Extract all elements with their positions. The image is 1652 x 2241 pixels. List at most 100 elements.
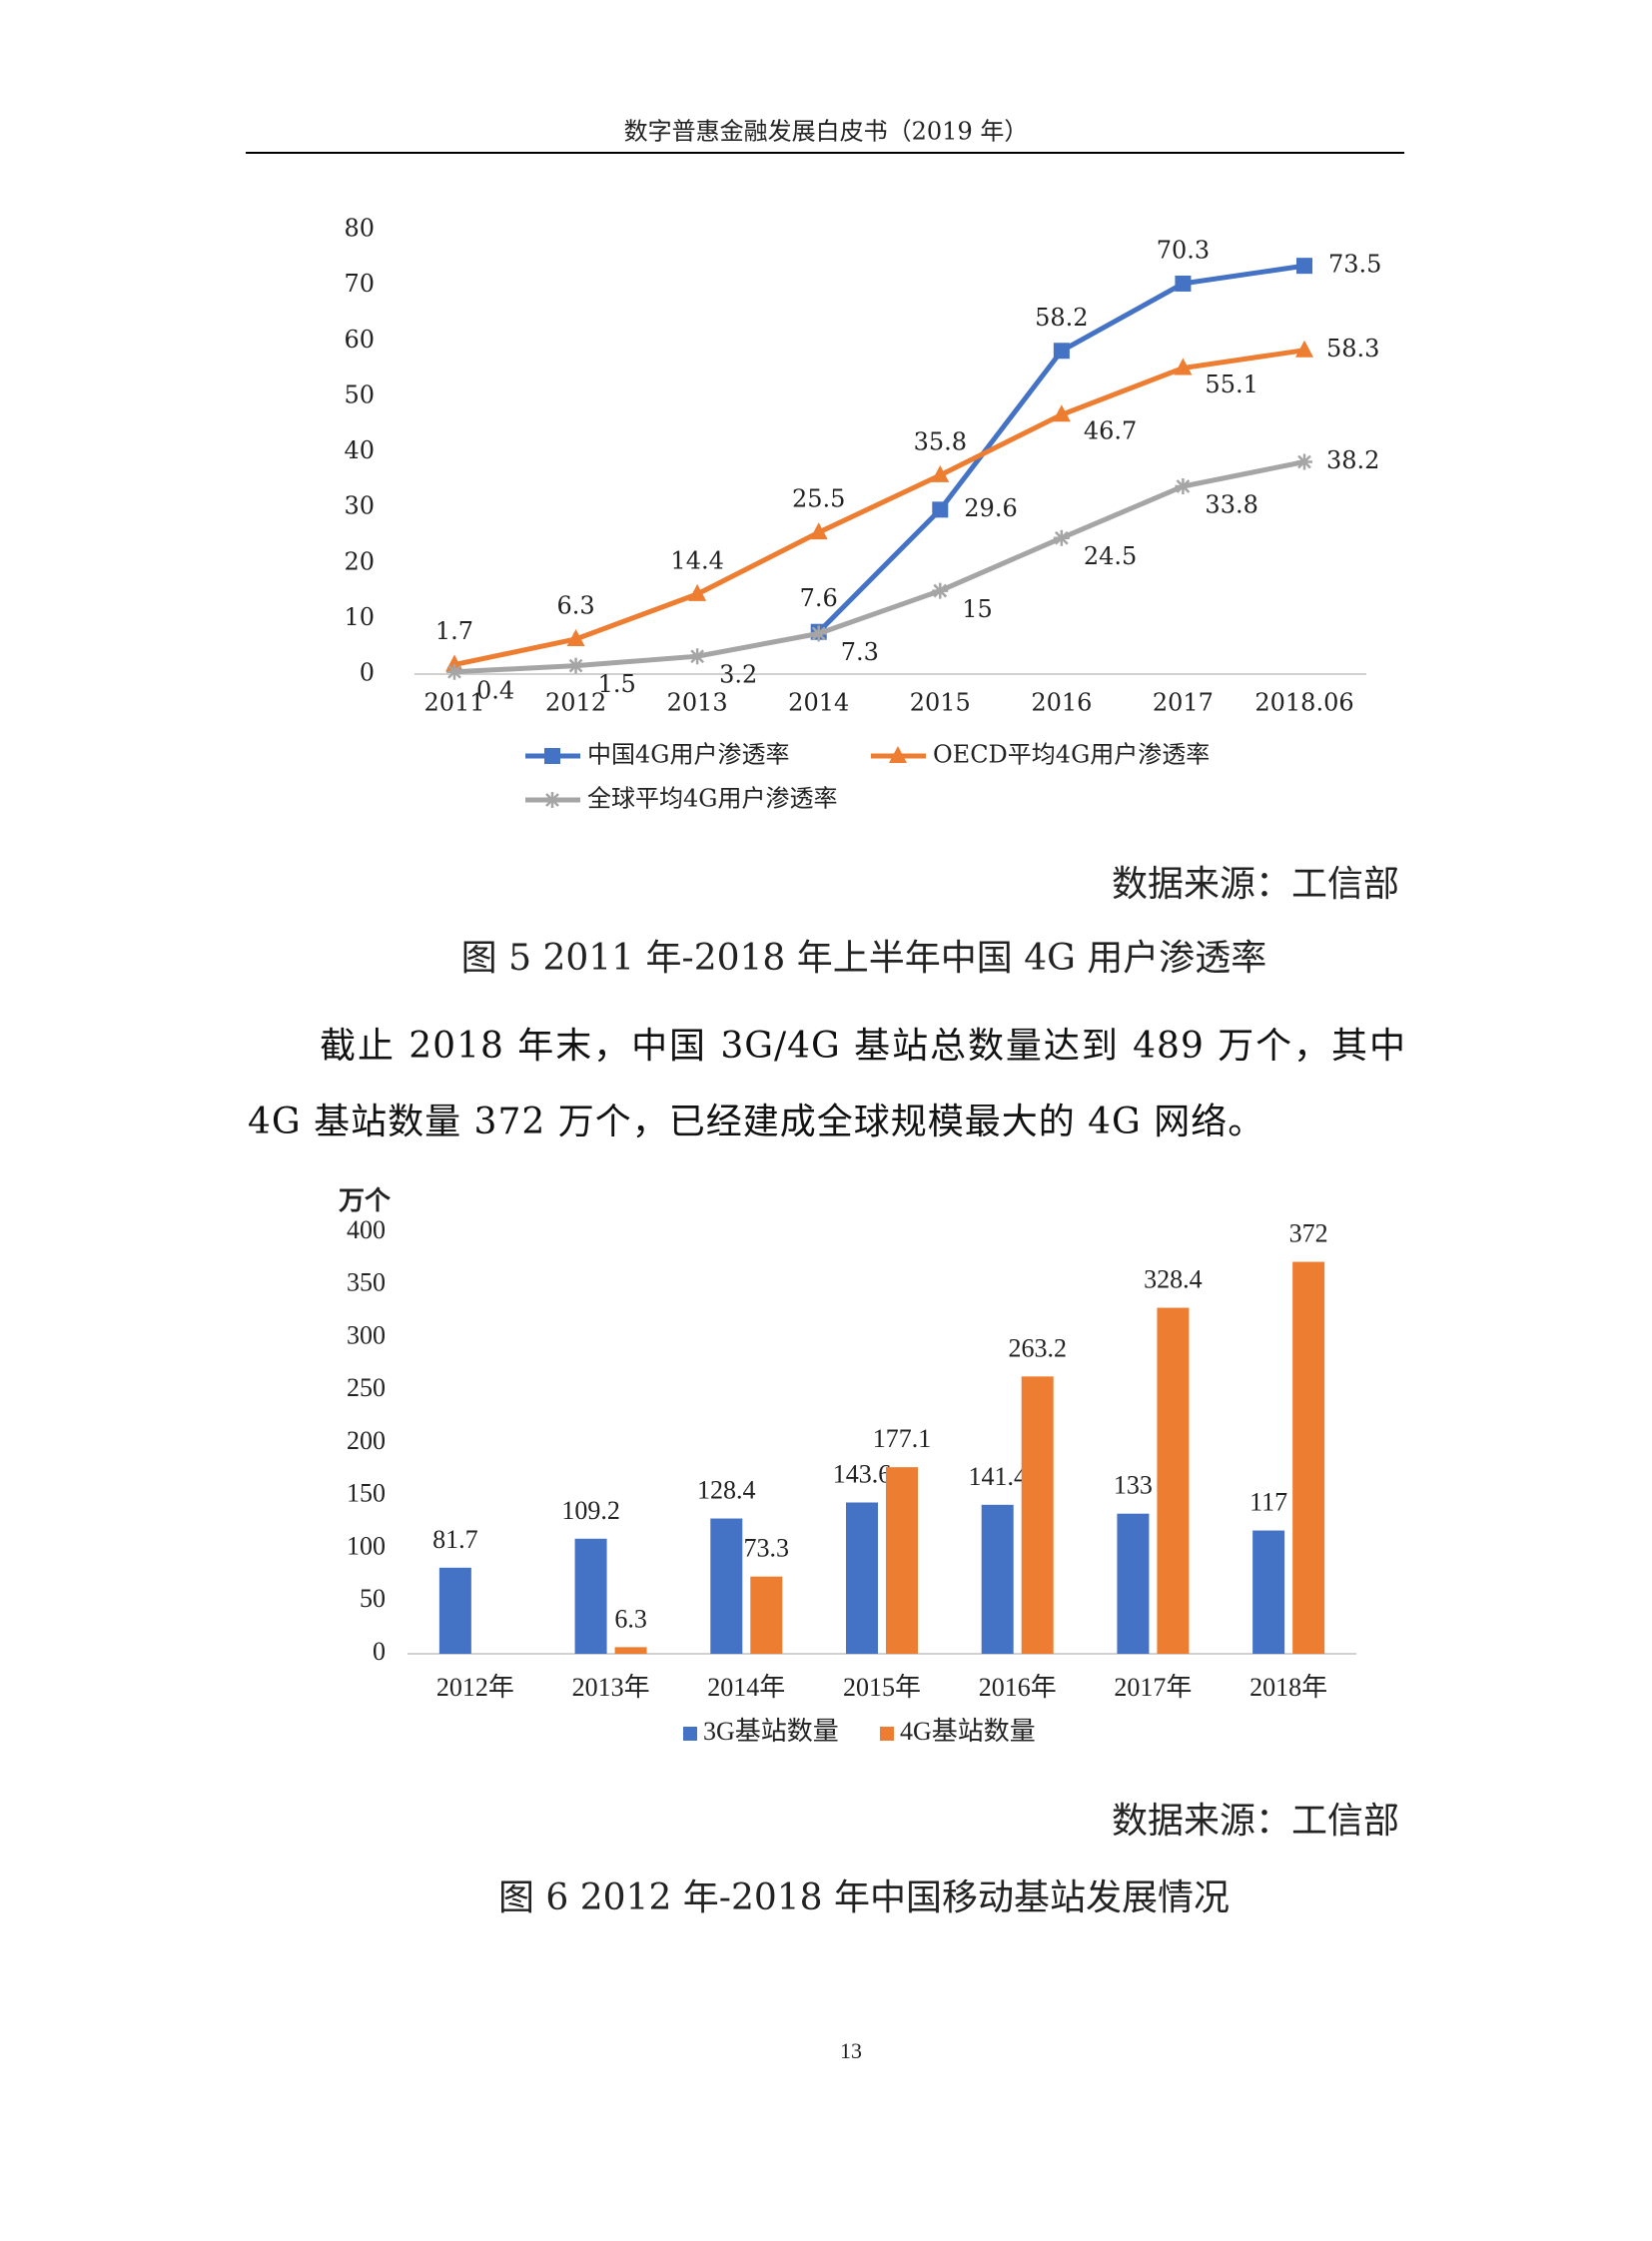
data-label: 1.5: [598, 670, 636, 698]
data-label: 73.5: [1328, 251, 1381, 279]
data-point: [544, 748, 560, 764]
data-label: 29.6: [964, 494, 1017, 522]
bar: [1252, 1530, 1285, 1654]
data-label: 6.3: [614, 1604, 647, 1633]
data-label: 55.1: [1205, 371, 1257, 398]
data-point: [567, 657, 584, 674]
legend-label: 中国4G用户渗透率: [587, 741, 789, 769]
x-tick-label: 2014: [788, 689, 849, 717]
data-label: 81.7: [432, 1525, 478, 1554]
data-point: [1052, 404, 1071, 422]
legend-label: 3G基站数量: [703, 1717, 839, 1746]
data-label: 6.3: [556, 591, 594, 619]
data-label: 24.5: [1084, 542, 1137, 570]
y-tick-label: 20: [344, 547, 375, 575]
x-tick-label: 2012年: [436, 1673, 514, 1702]
x-tick-label: 2015: [910, 689, 971, 717]
y-tick-label: 30: [344, 492, 375, 520]
x-tick-label: 2017: [1153, 689, 1214, 717]
bar-chart: 万个 0 50 100 150 200 250 300 350 400 2012年 2013年 2014…: [339, 1186, 1356, 1746]
y-tick-label: 0: [373, 1637, 386, 1666]
y-tick-label: 250: [347, 1373, 386, 1402]
figure-caption: 图 6 2012 年-2018 年中国移动基站发展情况: [498, 1877, 1230, 1918]
data-label: 109.2: [561, 1496, 620, 1525]
data-label: 25.5: [792, 485, 845, 513]
bar: [1157, 1307, 1190, 1654]
data-label: 328.4: [1144, 1265, 1203, 1294]
bar: [750, 1576, 783, 1654]
data-label: 1.7: [435, 617, 473, 645]
y-tick-label: 350: [347, 1268, 386, 1297]
x-tick-label: 2016: [1031, 689, 1092, 717]
bar: [846, 1502, 878, 1654]
y-tick-label: 0: [360, 659, 375, 687]
data-point: [566, 628, 585, 646]
x-tick-label: 2016年: [979, 1673, 1057, 1702]
bar: [1292, 1261, 1325, 1654]
data-label: 7.3: [841, 638, 879, 666]
data-point: [932, 501, 949, 518]
header-title: 数字普惠金融发展白皮书（2019 年）: [624, 118, 1029, 146]
data-point: [931, 464, 950, 482]
page-number: 13: [840, 2038, 862, 2063]
data-point: [1296, 453, 1312, 470]
series-line: [453, 348, 1305, 667]
legend-label: 全球平均4G用户渗透率: [587, 785, 837, 813]
data-label: 3.2: [719, 661, 757, 689]
x-tick-label: 2012: [545, 689, 606, 717]
data-label: 7.6: [800, 584, 838, 612]
data-label: 141.4: [968, 1462, 1027, 1491]
y-tick-label: 10: [344, 603, 375, 631]
data-point: [1174, 358, 1193, 375]
data-point: [446, 663, 462, 680]
legend-swatch: [880, 1727, 894, 1741]
y-axis-label: 万个: [339, 1186, 392, 1215]
x-tick-label: 2014年: [707, 1673, 785, 1702]
data-label: 117: [1249, 1488, 1287, 1517]
bar: [574, 1538, 607, 1654]
data-label: 58.2: [1035, 304, 1088, 332]
data-point: [889, 746, 907, 763]
x-tick-label: 2013年: [572, 1673, 650, 1702]
data-label: 133: [1114, 1471, 1153, 1500]
bar: [1021, 1376, 1054, 1654]
data-point: [1053, 529, 1070, 546]
y-tick-label: 50: [360, 1584, 386, 1613]
data-label: 35.8: [914, 427, 967, 455]
data-point: [1296, 258, 1312, 275]
data-point: [1295, 340, 1313, 358]
data-label: 15: [962, 595, 993, 623]
bar: [438, 1567, 471, 1654]
y-tick-label: 200: [347, 1426, 386, 1455]
bar: [614, 1647, 647, 1654]
y-tick-label: 80: [344, 215, 375, 243]
y-tick-label: 50: [344, 380, 375, 408]
data-point: [810, 625, 827, 642]
x-tick-label: 2011: [423, 689, 484, 717]
data-point: [1175, 275, 1192, 292]
figure-source: 数据来源：工信部: [1112, 864, 1399, 905]
data-point: [544, 792, 560, 808]
data-label: 128.4: [697, 1476, 756, 1505]
data-point: [809, 522, 828, 540]
data-point: [932, 582, 949, 599]
data-label: 73.3: [744, 1534, 790, 1563]
bar: [710, 1518, 743, 1654]
bar: [886, 1467, 918, 1654]
data-point: [688, 583, 707, 601]
x-tick-label: 2017年: [1114, 1673, 1192, 1702]
data-label: 70.3: [1157, 236, 1210, 264]
data-label: 46.7: [1084, 417, 1137, 445]
data-point: [689, 648, 706, 665]
data-label: 143.6: [833, 1459, 892, 1488]
x-tick-label: 2013: [667, 689, 728, 717]
data-label: 263.2: [1008, 1333, 1067, 1362]
data-point: [1053, 343, 1070, 360]
paragraph: 截止 2018 年末，中国 3G/4G 基站总数量达到 489 万个，其中 4G…: [248, 1026, 1406, 1142]
y-tick-label: 300: [347, 1320, 386, 1349]
data-point: [1175, 477, 1192, 494]
data-label: 38.2: [1326, 446, 1379, 474]
y-tick-label: 70: [344, 270, 375, 298]
